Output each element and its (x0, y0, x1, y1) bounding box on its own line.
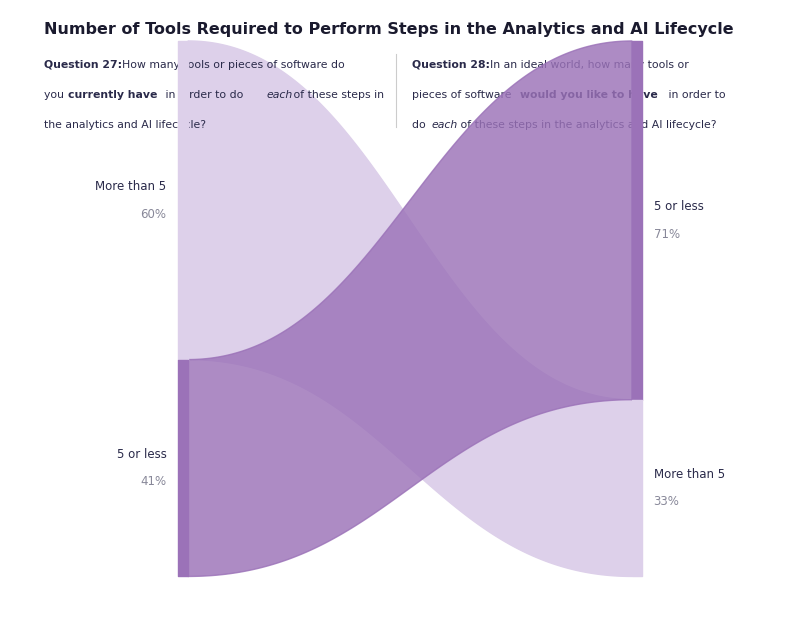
Text: the analytics and AI lifecycle?: the analytics and AI lifecycle? (44, 120, 206, 130)
Text: 60%: 60% (140, 208, 166, 220)
Text: of these steps in: of these steps in (290, 90, 384, 100)
Text: each: each (431, 120, 458, 130)
Text: In an ideal world, how many tools or: In an ideal world, how many tools or (490, 60, 689, 70)
Text: 5 or less: 5 or less (117, 448, 166, 461)
Text: in  order to do: in order to do (162, 90, 247, 100)
Text: More than 5: More than 5 (95, 180, 166, 193)
Text: Question 27:: Question 27: (44, 60, 122, 70)
Text: More than 5: More than 5 (654, 467, 725, 481)
Text: 33%: 33% (654, 495, 679, 508)
Text: would you like to have: would you like to have (520, 90, 658, 100)
Polygon shape (188, 41, 632, 576)
Text: do: do (412, 120, 430, 130)
Text: Number of Tools Required to Perform Steps in the Analytics and AI Lifecycle: Number of Tools Required to Perform Step… (44, 22, 734, 37)
Polygon shape (188, 41, 632, 576)
Text: 5 or less: 5 or less (654, 200, 703, 213)
Text: 41%: 41% (140, 476, 166, 488)
Text: in order to: in order to (665, 90, 726, 100)
Text: 71%: 71% (654, 227, 680, 241)
Text: each: each (266, 90, 293, 100)
Text: pieces of software: pieces of software (412, 90, 515, 100)
Text: you: you (44, 90, 67, 100)
Text: of these steps in the analytics and AI lifecycle?: of these steps in the analytics and AI l… (457, 120, 716, 130)
Text: currently have: currently have (68, 90, 158, 100)
Text: How many tools or pieces of software do: How many tools or pieces of software do (122, 60, 345, 70)
Text: Question 28:: Question 28: (412, 60, 490, 70)
